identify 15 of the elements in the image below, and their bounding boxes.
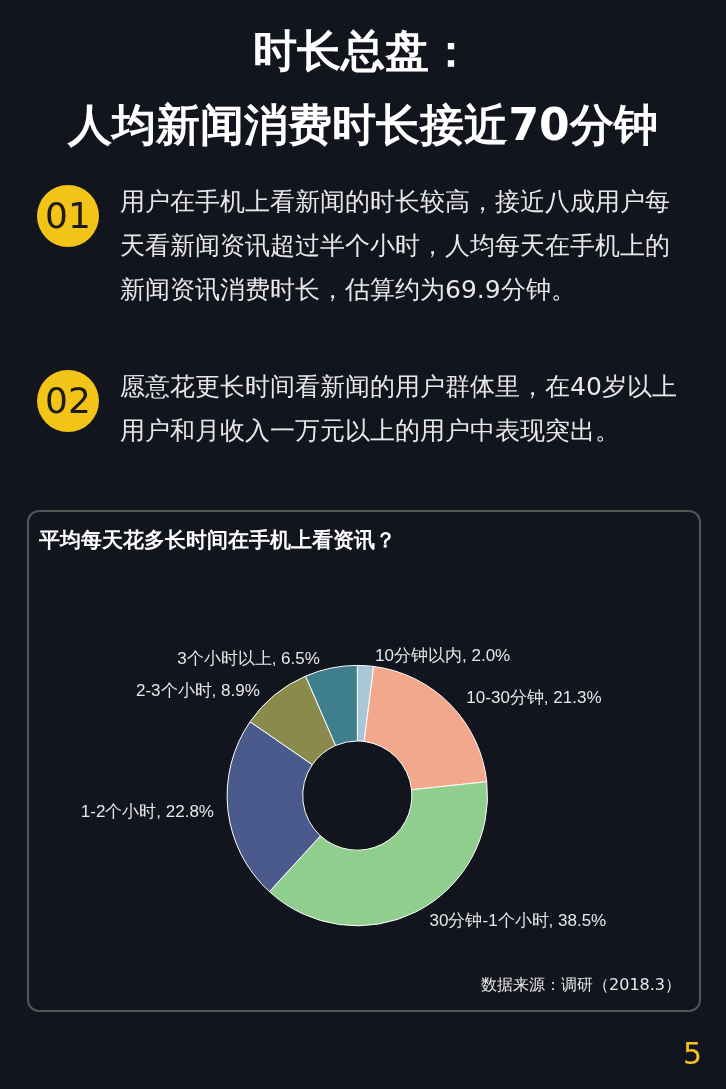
chart-title: 时长总盘： — [252, 24, 474, 78]
text: 用户在手机上看新闻的时长较高，接近八成用户每天看新闻资讯超过半个小时，人均每天在手机上的新闻资讯消费时长，估算约为69.9分钟。 — [120, 186, 671, 306]
number-badge: 02 — [37, 370, 99, 432]
chart-subtitle: 人均新闻消费时长接近70分钟 — [66, 98, 659, 152]
source-note: 数据来源：调研（2018.3） — [481, 975, 681, 996]
number-badge: 01 — [37, 185, 99, 247]
slice-label: 3个小时以上, 6.5% — [177, 648, 320, 668]
slice-label: 10分钟以内, 2.0% — [375, 646, 511, 666]
text: 5 — [682, 1036, 702, 1071]
slice-label: 30分钟-1个小时, 38.5% — [429, 911, 607, 931]
text: 平均每天花多长时间在手机上看资讯？ — [39, 527, 396, 554]
slice-label: 10-30分钟, 21.3% — [466, 687, 602, 707]
slice-label: 2-3个小时, 8.9% — [135, 680, 260, 700]
text: 愿意花更长时间看新闻的用户群体里，在40岁以上用户和月收入一万元以上的用户中表现突出。 — [120, 371, 678, 447]
slice-label: 1-2个小时, 22.8% — [80, 801, 214, 821]
